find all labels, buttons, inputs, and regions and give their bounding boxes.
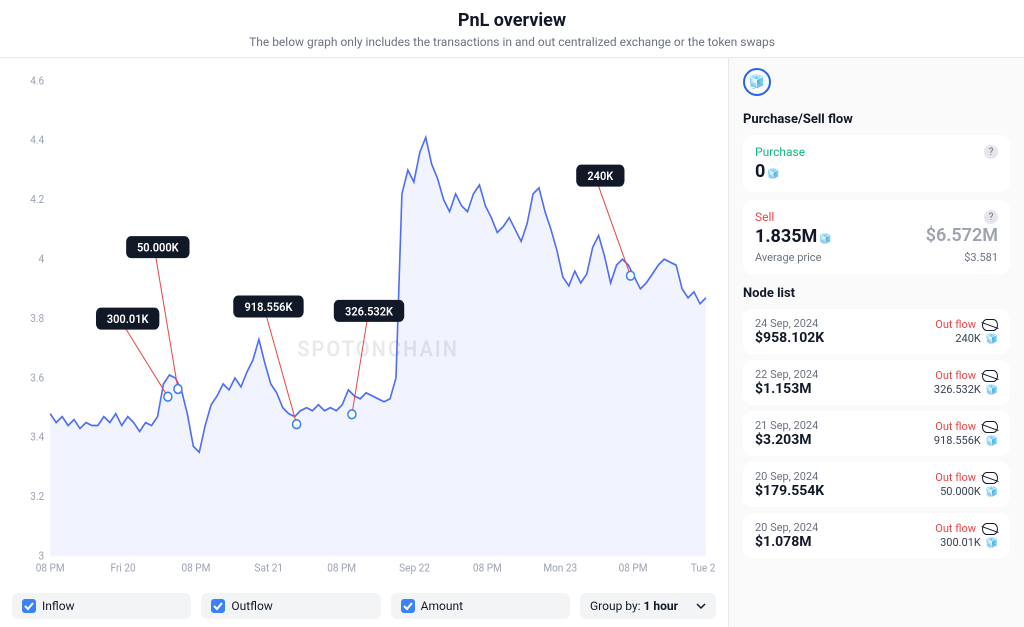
avg-price-value: $3.581	[964, 251, 998, 264]
amount-toggle[interactable]: Amount	[391, 593, 570, 619]
node-flow: Out flow	[935, 471, 976, 484]
eye-off-icon[interactable]	[982, 472, 998, 484]
node-amount: $1.078M	[755, 534, 818, 550]
inflow-label: Inflow	[42, 599, 75, 613]
token-glyph-icon: 🧊	[819, 234, 831, 245]
svg-text:3.2: 3.2	[30, 490, 44, 504]
check-icon	[22, 599, 36, 613]
sell-label: Sell	[755, 210, 774, 224]
node-flow: Out flow	[935, 318, 976, 331]
svg-text:3.8: 3.8	[30, 311, 44, 325]
eye-off-icon[interactable]	[982, 421, 998, 433]
help-icon[interactable]: ?	[984, 145, 998, 159]
svg-text:Mon 23: Mon 23	[543, 561, 577, 575]
check-icon	[211, 599, 225, 613]
node-volume: 918.556K 🧊	[934, 434, 998, 447]
groupby-select[interactable]: Group by: 1 hour	[580, 593, 716, 619]
check-icon	[401, 599, 415, 613]
sell-usd: $6.572M	[926, 225, 998, 246]
svg-text:Sep 22: Sep 22	[399, 561, 430, 575]
node-item[interactable]: 21 Sep, 2024$3.203M Out flow918.556K 🧊	[743, 411, 1010, 456]
node-date: 22 Sep, 2024	[755, 368, 818, 381]
node-volume: 240K 🧊	[955, 332, 998, 345]
node-flow: Out flow	[935, 420, 976, 433]
svg-text:4.4: 4.4	[30, 133, 44, 147]
node-item[interactable]: 20 Sep, 2024$179.554K Out flow50.000K 🧊	[743, 462, 1010, 507]
node-flow: Out flow	[935, 369, 976, 382]
svg-text:4.6: 4.6	[30, 74, 44, 88]
flow-section-title: Purchase/Sell flow	[743, 112, 1010, 127]
eye-off-icon[interactable]	[982, 319, 998, 331]
svg-text:08 PM: 08 PM	[182, 561, 211, 575]
node-volume: 326.532K 🧊	[934, 383, 998, 396]
node-item[interactable]: 22 Sep, 2024$1.153M Out flow326.532K 🧊	[743, 360, 1010, 405]
svg-text:3.4: 3.4	[30, 430, 44, 444]
node-amount: $958.102K	[755, 330, 824, 346]
groupby-value: 1 hour	[644, 599, 678, 613]
svg-text:4.2: 4.2	[30, 193, 44, 207]
svg-text:08 PM: 08 PM	[36, 561, 65, 575]
svg-text:08 PM: 08 PM	[619, 561, 648, 575]
node-date: 20 Sep, 2024	[755, 521, 818, 534]
page-title: PnL overview	[0, 10, 1024, 31]
page-header: PnL overview The below graph only includ…	[0, 0, 1024, 58]
svg-text:4: 4	[39, 252, 45, 266]
node-date: 24 Sep, 2024	[755, 317, 824, 330]
groupby-label: Group by:	[590, 599, 641, 613]
node-volume: 300.01K 🧊	[940, 536, 998, 549]
token-glyph-icon: 🧊	[767, 169, 779, 180]
node-item[interactable]: 20 Sep, 2024$1.078M Out flow300.01K 🧊	[743, 513, 1010, 558]
svg-text:Fri 20: Fri 20	[111, 561, 136, 575]
sell-card: Sell ? 1.835M🧊 $6.572M Average price $3.…	[743, 200, 1010, 274]
outflow-toggle[interactable]: Outflow	[201, 593, 380, 619]
eye-off-icon[interactable]	[982, 523, 998, 535]
node-date: 21 Sep, 2024	[755, 419, 818, 432]
node-flow: Out flow	[935, 522, 976, 535]
svg-text:300.01K: 300.01K	[107, 312, 149, 327]
eye-off-icon[interactable]	[982, 370, 998, 382]
token-icon[interactable]: 🧊	[743, 68, 771, 96]
svg-text:08 PM: 08 PM	[327, 561, 356, 575]
help-icon[interactable]: ?	[984, 210, 998, 224]
sell-value: 1.835M	[755, 226, 817, 247]
purchase-value: 0	[755, 161, 765, 182]
avg-price-label: Average price	[755, 251, 821, 264]
node-list: 24 Sep, 2024$958.102KOut flow240K 🧊22 Se…	[743, 309, 1010, 617]
svg-text:Tue 24: Tue 24	[691, 561, 716, 575]
amount-label: Amount	[421, 599, 463, 613]
chart-controls: Inflow Outflow Amount Group by: 1 hour	[12, 593, 716, 619]
node-amount: $179.554K	[755, 483, 824, 499]
page-subtitle: The below graph only includes the transa…	[0, 35, 1024, 49]
purchase-label: Purchase	[755, 145, 805, 159]
nodelist-title: Node list	[743, 286, 1010, 301]
inflow-toggle[interactable]: Inflow	[12, 593, 191, 619]
node-date: 20 Sep, 2024	[755, 470, 824, 483]
pnl-chart[interactable]: 33.23.43.63.844.24.44.608 PMFri 2008 PMS…	[12, 70, 716, 587]
node-volume: 50.000K 🧊	[940, 485, 998, 498]
outflow-label: Outflow	[231, 599, 272, 613]
node-amount: $1.153M	[755, 381, 818, 397]
svg-text:918.556K: 918.556K	[244, 299, 293, 314]
chevron-down-icon	[696, 601, 706, 611]
svg-text:240K: 240K	[587, 169, 614, 184]
node-item[interactable]: 24 Sep, 2024$958.102K Out flow240K 🧊	[743, 309, 1010, 354]
svg-text:08 PM: 08 PM	[473, 561, 502, 575]
node-amount: $3.203M	[755, 432, 818, 448]
svg-text:50.000K: 50.000K	[137, 240, 179, 255]
svg-text:326.532K: 326.532K	[345, 304, 394, 319]
purchase-card: Purchase ? 0🧊	[743, 135, 1010, 192]
svg-text:Sat 21: Sat 21	[255, 561, 283, 575]
svg-text:3.6: 3.6	[30, 371, 44, 385]
